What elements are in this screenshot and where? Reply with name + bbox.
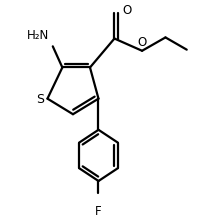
Text: O: O — [137, 36, 147, 49]
Text: H₂N: H₂N — [27, 29, 50, 42]
Text: O: O — [122, 4, 131, 17]
Text: S: S — [36, 93, 44, 106]
Text: F: F — [95, 205, 102, 218]
